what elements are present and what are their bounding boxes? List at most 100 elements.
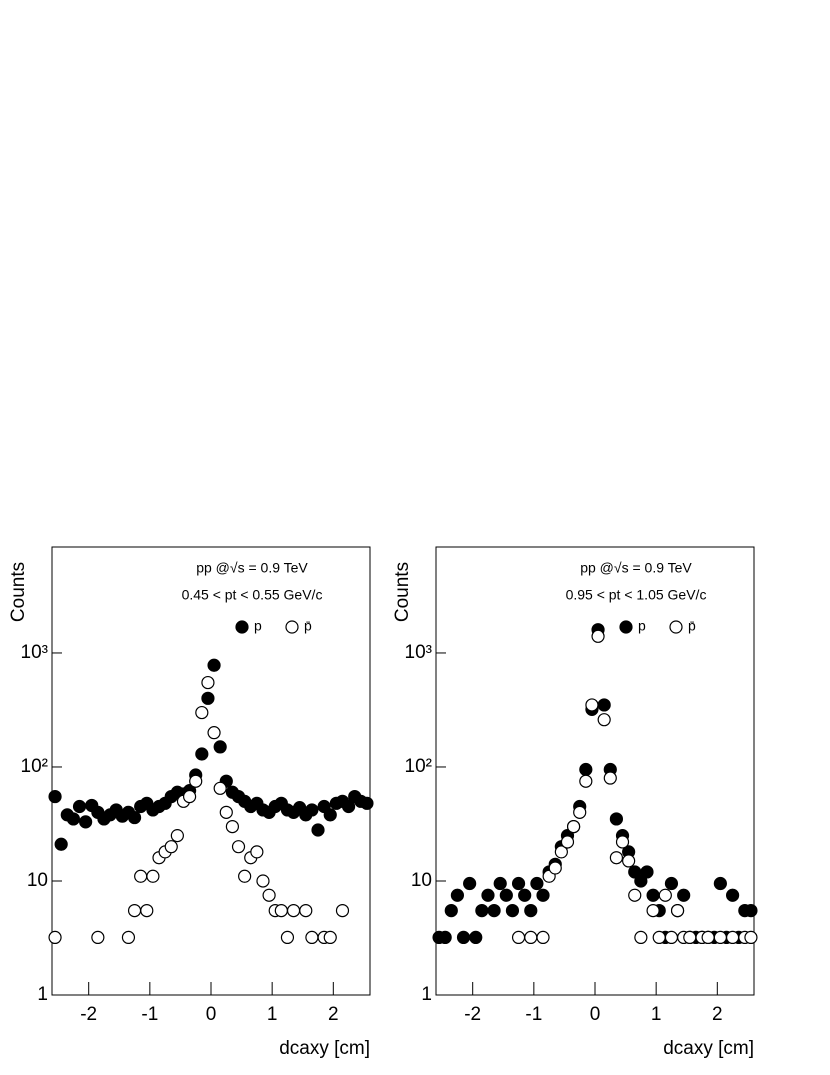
- legend-label: p: [638, 618, 646, 634]
- x-tick-label: 0: [206, 1004, 217, 1025]
- data-point: [280, 930, 295, 945]
- data-point: [566, 819, 581, 834]
- data-point: [701, 930, 715, 945]
- data-point: [548, 861, 562, 875]
- y-tick-label: 10³: [21, 642, 48, 663]
- data-point: [664, 876, 679, 891]
- x-tick-label: -1: [525, 1004, 542, 1025]
- data-point: [219, 805, 233, 819]
- data-point: [725, 888, 740, 902]
- annotation: pp @√s = 0.9 TeV: [580, 560, 692, 576]
- data-point: [189, 774, 203, 788]
- data-point: [603, 771, 617, 785]
- data-point: [225, 819, 240, 834]
- data-point: [634, 930, 648, 945]
- y-tick-label: 10²: [405, 756, 432, 777]
- data-point: [609, 812, 624, 826]
- data-point: [66, 812, 81, 826]
- y-axis-label: Counts: [8, 562, 29, 622]
- data-point: [274, 903, 288, 918]
- legend-marker: [285, 620, 299, 634]
- y-tick-label: 1: [37, 984, 48, 1005]
- data-point: [713, 930, 727, 945]
- data-point: [560, 835, 575, 849]
- data-point: [713, 876, 727, 891]
- data-point: [195, 747, 209, 761]
- data-point: [54, 837, 68, 851]
- data-point: [360, 796, 374, 810]
- data-point: [634, 874, 648, 888]
- data-point: [48, 930, 62, 945]
- data-point: [134, 869, 148, 883]
- data-point: [744, 930, 758, 945]
- data-point: [182, 789, 197, 804]
- data-point: [646, 888, 660, 902]
- data-point: [511, 876, 526, 891]
- data-point: [622, 854, 636, 868]
- data-point: [121, 930, 136, 945]
- data-point: [683, 930, 697, 945]
- data-point: [573, 805, 587, 819]
- data-point: [499, 888, 513, 902]
- data-point: [597, 698, 611, 712]
- data-point: [286, 903, 301, 918]
- data-point: [450, 888, 465, 902]
- data-point: [585, 698, 599, 712]
- legend-marker: [235, 620, 249, 634]
- data-point: [475, 903, 489, 918]
- data-point: [640, 865, 654, 879]
- x-tick-label: 1: [651, 1004, 662, 1025]
- x-tick-label: -2: [464, 1004, 481, 1025]
- y-tick-label: 1: [421, 984, 432, 1005]
- data-point: [311, 823, 325, 837]
- data-point: [256, 874, 270, 888]
- panel: -2 -1 0 1 2 1 10 10² 10³ Counts dcaxy [cm] pp @√s =…: [8, 546, 374, 1059]
- data-point: [511, 930, 526, 945]
- data-point: [652, 930, 666, 945]
- legend-marker: [619, 620, 633, 634]
- data-point: [579, 762, 593, 777]
- data-point: [628, 888, 642, 902]
- data-point: [518, 888, 532, 902]
- annotation: pp @√s = 0.9 TeV: [196, 560, 308, 576]
- data-point: [536, 888, 550, 902]
- data-point: [231, 840, 246, 854]
- data-point: [335, 903, 350, 918]
- data-point: [146, 869, 160, 883]
- data-point: [207, 726, 221, 740]
- data-point: [238, 869, 252, 883]
- panel: -2 -1 0 1 2 1 10 10² 10³ Counts dcaxy [cm] pp @√s =…: [392, 546, 758, 1059]
- data-point: [91, 930, 105, 945]
- data-point: [444, 903, 458, 918]
- data-point: [323, 930, 337, 945]
- data-point: [591, 629, 605, 643]
- data-point: [72, 799, 87, 814]
- data-point: [438, 930, 452, 945]
- data-point: [456, 930, 471, 945]
- data-point: [195, 705, 209, 720]
- data-point: [646, 903, 660, 918]
- y-tick-label: 10: [411, 870, 432, 891]
- data-point: [609, 851, 624, 865]
- data-point: [213, 781, 227, 795]
- data-point: [554, 845, 568, 859]
- x-tick-label: -1: [141, 1004, 158, 1025]
- annotation: 0.45 < pt < 0.55 GeV/c: [182, 587, 323, 603]
- x-tick-label: 2: [328, 1004, 339, 1025]
- data-point: [524, 903, 538, 918]
- data-point: [323, 808, 337, 822]
- data-point: [299, 903, 313, 918]
- legend-label: p: [254, 618, 262, 634]
- data-point: [140, 903, 154, 918]
- x-axis-label: dcaxy [cm]: [663, 1038, 754, 1059]
- data-point: [487, 903, 501, 918]
- data-point: [170, 829, 184, 843]
- data-point: [79, 815, 93, 829]
- data-point: [201, 675, 215, 690]
- y-tick-label: 10³: [405, 642, 432, 663]
- plot-frame: [51, 546, 371, 996]
- data-point: [744, 903, 758, 918]
- data-point: [677, 888, 691, 902]
- data-point: [250, 845, 264, 859]
